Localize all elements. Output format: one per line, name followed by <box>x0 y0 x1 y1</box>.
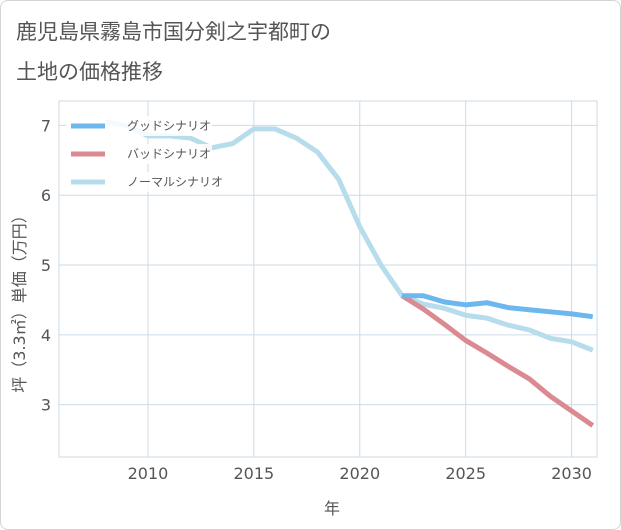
series-line-good <box>402 293 594 320</box>
y-tick-label-6: 6 <box>41 186 51 205</box>
series-layer <box>105 119 595 428</box>
x-axis-label: 年 <box>324 499 340 518</box>
legend-label-normal: ノーマルシナリオ <box>127 175 223 189</box>
grid-lines <box>59 101 597 457</box>
x-tick-label-2020: 2020 <box>339 464 380 483</box>
x-tick-label-2030: 2030 <box>551 464 592 483</box>
axis-ticks: 2010 2015 2020 2025 2030 3 4 5 6 7 <box>41 116 592 483</box>
y-tick-label-3: 3 <box>41 396 51 415</box>
legend-bg-bad <box>66 144 212 164</box>
y-axis-label: 坪（3.3㎡）単価（万円） <box>10 207 29 392</box>
series-line-bad <box>400 293 595 428</box>
x-tick-label-2015: 2015 <box>234 464 275 483</box>
legend-bg-normal <box>66 172 212 192</box>
y-tick-label-5: 5 <box>41 256 51 275</box>
x-tick-label-2010: 2010 <box>128 464 169 483</box>
chart-title-line-1: 鹿児島県霧島市国分剣之宇都町の <box>16 20 331 44</box>
legend-bg-good <box>66 116 212 136</box>
y-tick-label-4: 4 <box>41 326 51 345</box>
y-tick-label-7: 7 <box>41 116 51 135</box>
chart-title-line-2: 土地の価格推移 <box>16 60 163 84</box>
legend-label-bad: バッドシナリオ <box>127 147 211 161</box>
series-line-normal <box>105 119 594 353</box>
legend-label-good: グッドシナリオ <box>127 119 211 133</box>
x-tick-label-2025: 2025 <box>445 464 486 483</box>
